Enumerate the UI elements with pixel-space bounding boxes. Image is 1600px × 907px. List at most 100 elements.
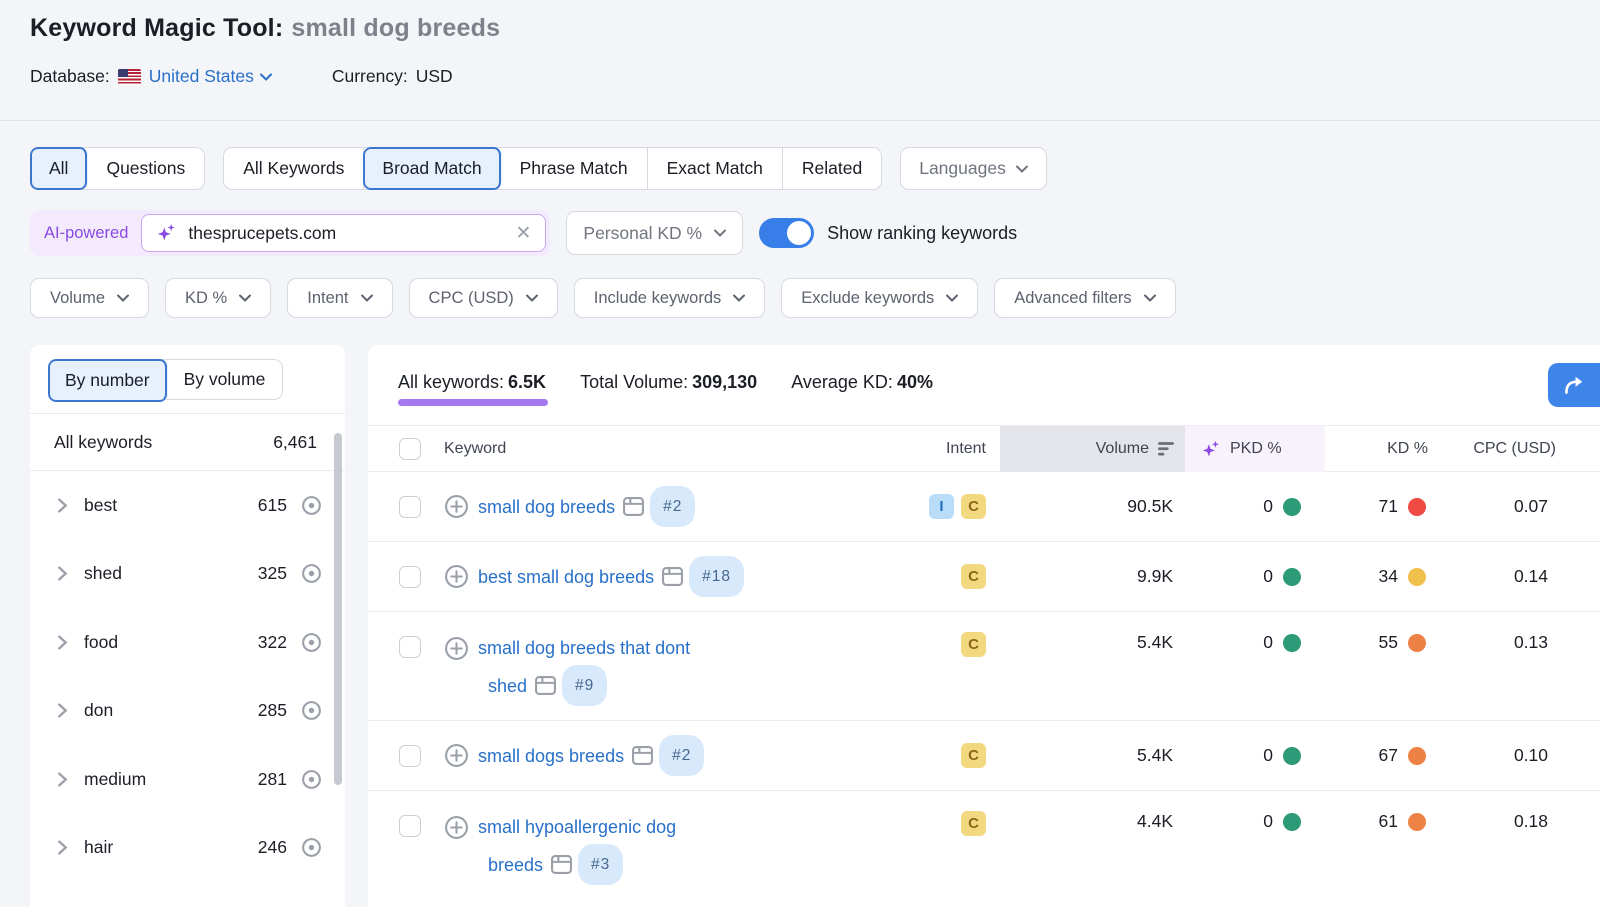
tab-all[interactable]: All [30,147,89,190]
row-checkbox[interactable] [399,636,421,658]
ranking-position-badge[interactable]: #18 [689,556,744,597]
table-header-row: Keyword Intent Volume PKD % [368,425,1600,472]
add-keyword-icon[interactable] [444,494,469,519]
row-checkbox-cell [382,565,432,588]
tab-all-keywords[interactable]: All Keywords [224,148,365,189]
group-item-food[interactable]: food 322 [30,608,345,677]
ranking-position-badge[interactable]: #9 [562,665,608,706]
pkd-column-label: PKD % [1230,440,1282,457]
pkd-level-dot [1283,746,1301,765]
tab-by-volume[interactable]: By volume [183,369,266,389]
exclude-keywords-label: Exclude keywords [801,288,935,307]
chevron-down-icon [360,294,373,302]
row-checkbox[interactable] [399,815,421,837]
group-label: food [84,631,119,652]
sidebar-scrollbar[interactable] [334,433,342,785]
group-item-hair[interactable]: hair 246 [30,814,345,883]
row-checkbox[interactable] [399,565,421,588]
chevron-down-icon [733,294,746,302]
group-label: don [84,700,114,721]
add-keyword-icon[interactable] [444,815,469,840]
languages-dropdown[interactable]: Languages [900,147,1047,190]
seed-keyword: small dog breeds [291,14,501,42]
serp-preview-icon[interactable] [632,746,654,765]
ai-powered-label: AI-powered [44,223,129,242]
filters-row: Volume KD % Intent CPC (USD) Include key… [30,278,1176,318]
kd-level-dot [1408,497,1426,516]
eye-icon[interactable] [300,768,323,791]
volume-filter[interactable]: Volume [30,278,150,318]
cpc-filter[interactable]: CPC (USD) [408,278,558,318]
export-button[interactable] [1548,363,1600,407]
show-ranking-keywords-toggle[interactable] [759,218,815,248]
pkd-level-dot [1283,497,1301,516]
column-kd[interactable]: KD % [1387,440,1428,457]
column-pkd[interactable]: PKD % [1185,426,1325,472]
chevron-down-icon [1143,294,1156,302]
select-all-checkbox[interactable] [399,438,421,460]
ranking-position-badge[interactable]: #2 [650,486,696,527]
keyword-link[interactable]: small hypoallergenic dog [478,817,677,837]
column-cpc[interactable]: CPC (USD) [1473,440,1556,457]
group-item-shed[interactable]: shed 325 [30,540,345,609]
average-kd-value: 40% [896,371,933,392]
intent-filter[interactable]: Intent [287,278,393,318]
tab-broad-match[interactable]: Broad Match [363,147,502,190]
total-volume-label: Total Volume: [580,371,689,392]
personal-kd-dropdown[interactable]: Personal KD % [566,211,744,255]
include-keywords-label: Include keywords [593,288,722,307]
eye-icon[interactable] [300,494,323,517]
serp-preview-icon[interactable] [535,676,557,695]
ranking-position-badge[interactable]: #2 [659,735,705,776]
pkd-cell: 0 [1185,632,1325,653]
keyword-link[interactable]: small dog breeds [478,497,616,517]
database-selector[interactable]: United States [149,66,272,87]
tab-by-number[interactable]: By number [48,359,168,402]
row-checkbox-cell [382,636,432,658]
group-label: best [84,494,118,515]
add-keyword-icon[interactable] [444,636,469,661]
match-tab-group: All Keywords Broad Match Phrase Match Ex… [223,147,883,190]
tab-exact-match[interactable]: Exact Match [648,148,783,189]
advanced-filters[interactable]: Advanced filters [994,278,1176,318]
sidebar-all-keywords-row[interactable]: All keywords 6,461 [30,414,345,471]
include-keywords-filter[interactable]: Include keywords [573,278,766,318]
match-type-tabs: All Questions All Keywords Broad Match P… [30,147,1047,190]
keyword-link[interactable]: best small dog breeds [478,567,655,587]
keyword-link[interactable]: small dog breeds that dont [478,638,691,658]
cpc-filter-label: CPC (USD) [428,288,514,307]
column-keyword[interactable]: Keyword [444,440,507,457]
volume-value: 9.9K [1137,566,1173,586]
tab-phrase-match[interactable]: Phrase Match [501,148,648,189]
exclude-keywords-filter[interactable]: Exclude keywords [781,278,979,318]
row-checkbox[interactable] [399,495,421,518]
group-item-best[interactable]: best 615 [30,471,345,540]
kd-cell: 71 [1325,496,1450,517]
eye-icon[interactable] [300,631,323,654]
clear-search-icon[interactable]: ✕ [515,222,532,244]
serp-preview-icon[interactable] [623,497,645,516]
pkd-value: 0 [1263,811,1273,831]
eye-icon[interactable] [300,836,323,859]
eye-icon[interactable] [300,699,323,722]
group-item-medium[interactable]: medium 281 [30,745,345,814]
column-volume[interactable]: Volume [1000,426,1185,472]
group-item-don[interactable]: don 285 [30,677,345,746]
domain-search-input[interactable]: thesprucepets.com ✕ [141,214,547,252]
column-intent[interactable]: Intent [945,440,986,457]
ranking-position-badge[interactable]: #3 [578,844,624,885]
serp-preview-icon[interactable] [551,855,573,874]
add-keyword-icon[interactable] [444,564,469,589]
row-checkbox[interactable] [399,744,421,767]
kd-filter[interactable]: KD % [165,278,272,318]
serp-preview-icon[interactable] [662,567,684,586]
add-keyword-icon[interactable] [444,743,469,768]
tab-questions[interactable]: Questions [106,158,186,178]
keyword-link-line2[interactable]: breeds [488,855,544,875]
tab-related[interactable]: Related [801,158,863,178]
keyword-link[interactable]: small dogs breeds [478,746,625,766]
keyword-link-line2[interactable]: shed [488,676,528,696]
eye-icon[interactable] [300,562,323,585]
table-row: small hypoallergenic dog breeds #3 C 4.4K … [368,790,1600,899]
kd-cell: 34 [1325,566,1450,587]
